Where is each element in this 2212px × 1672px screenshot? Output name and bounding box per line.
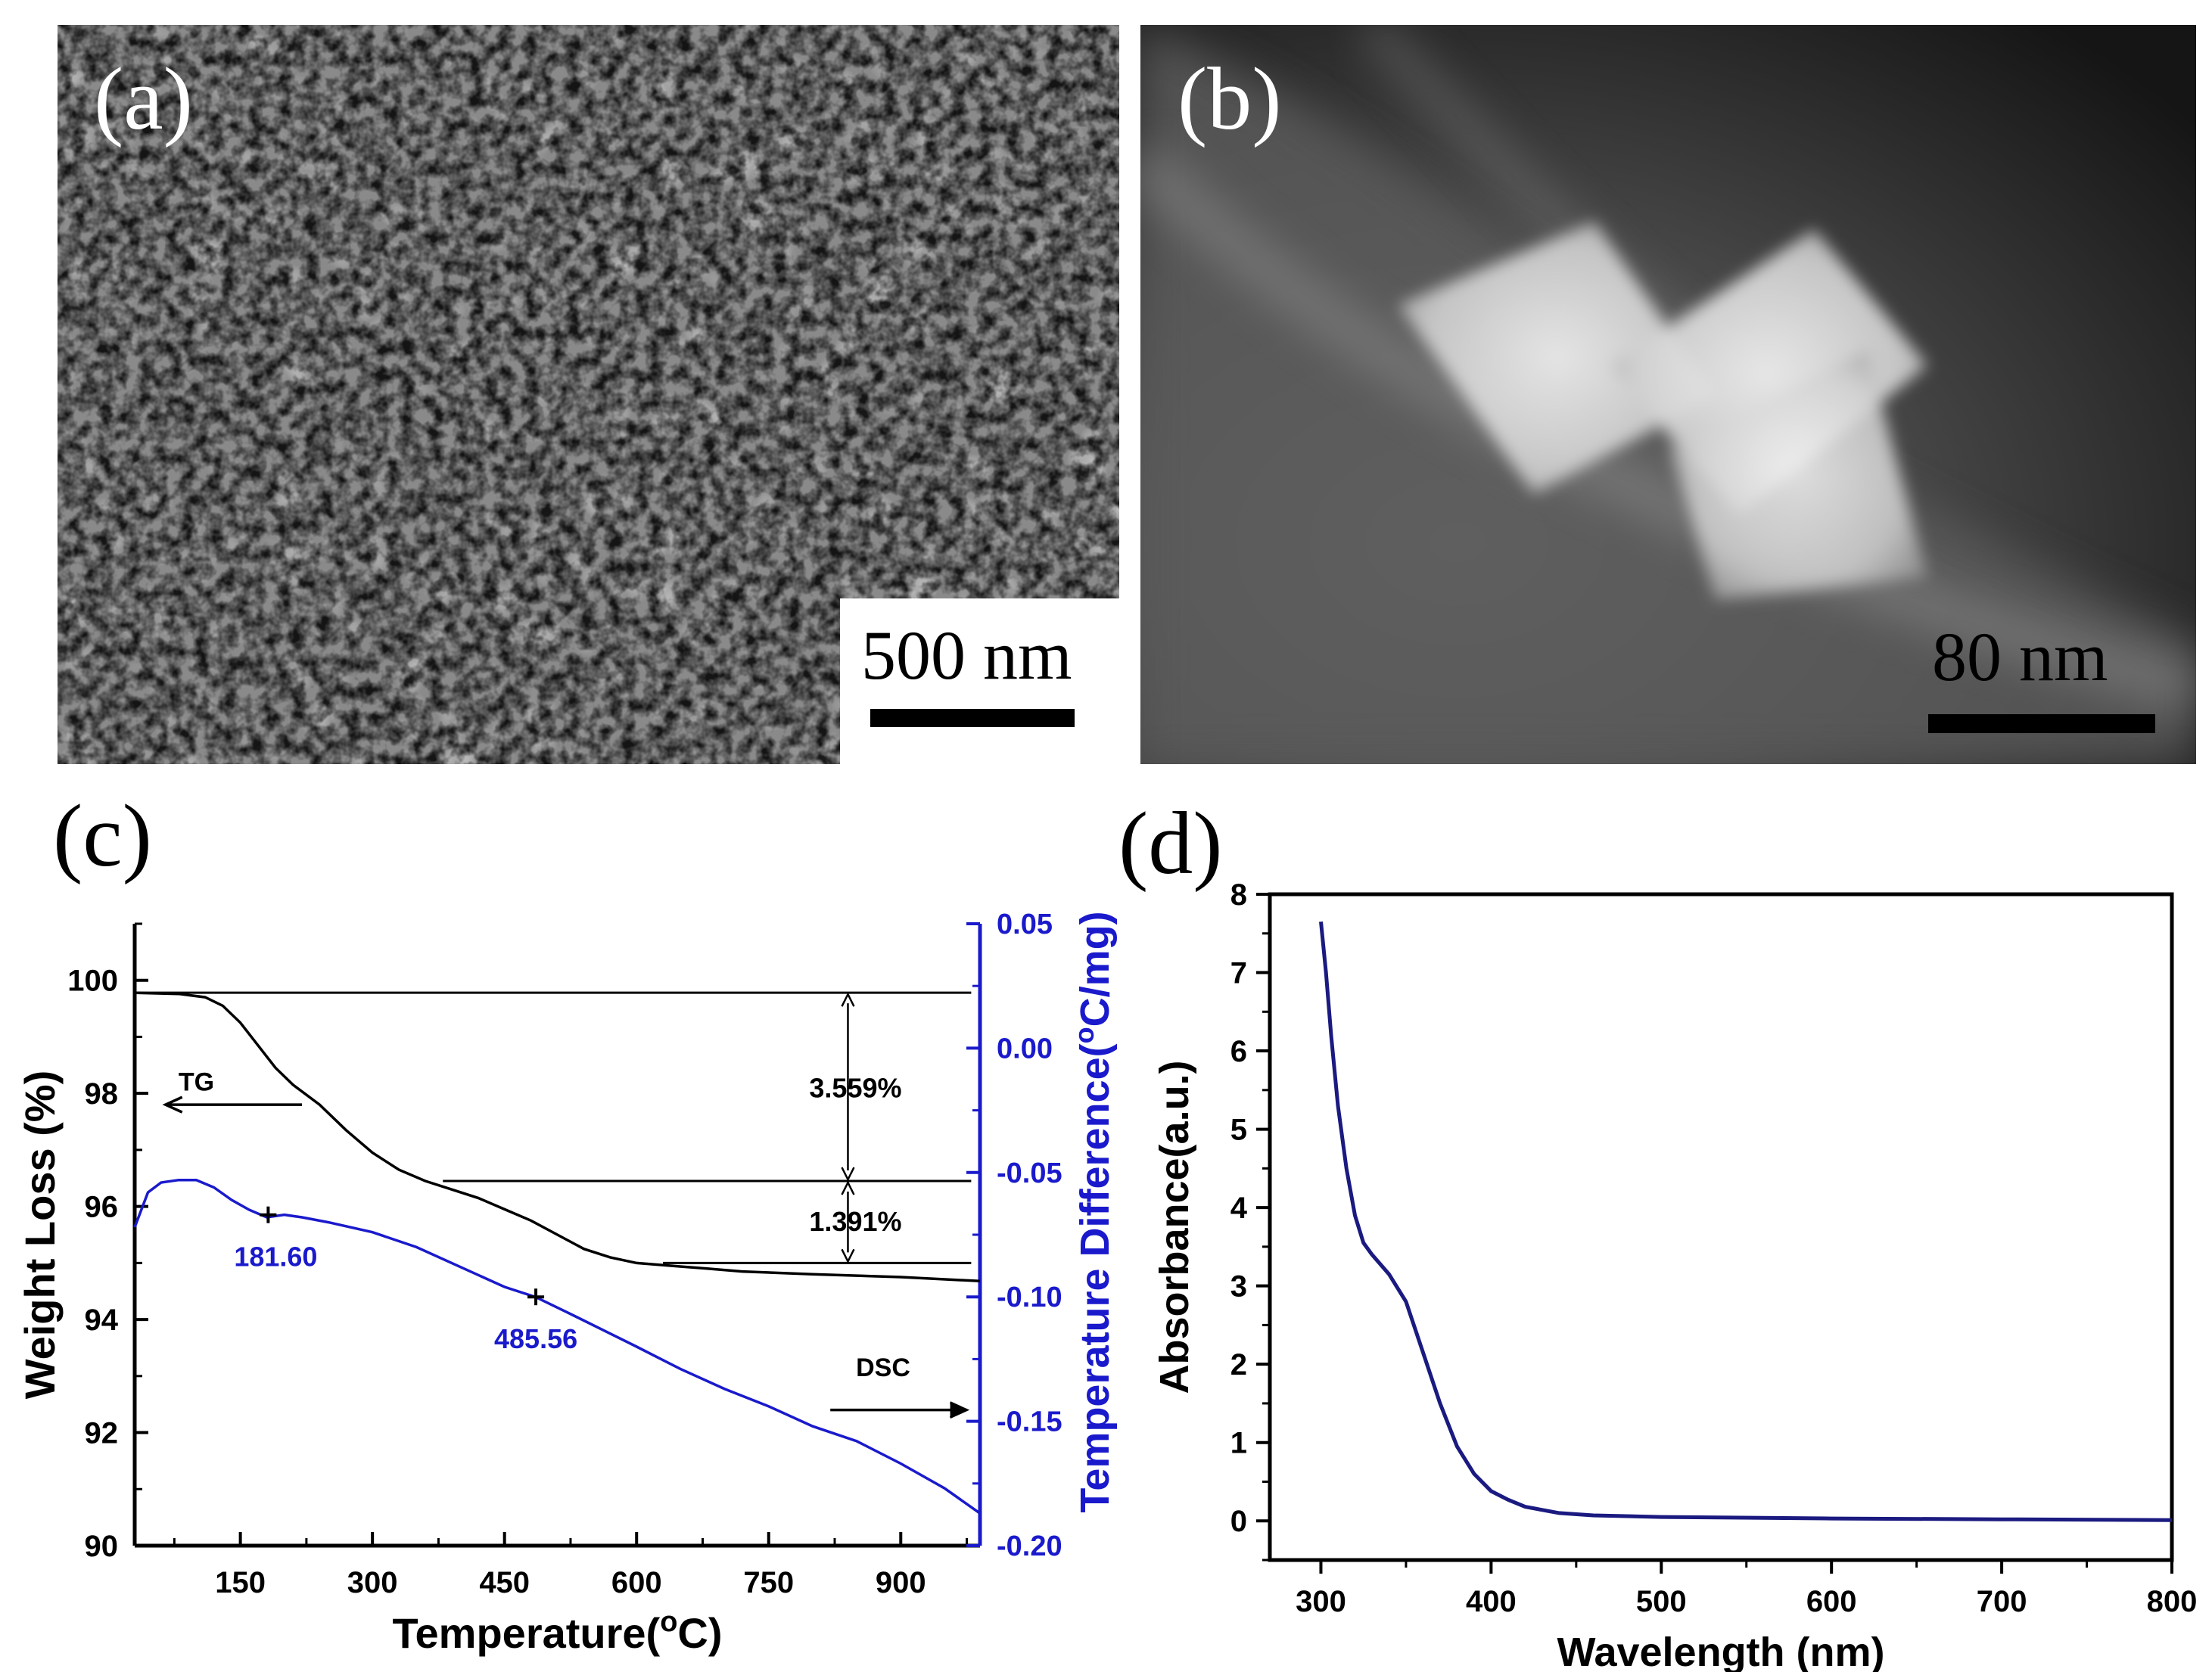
loss2-arrow-head-top <box>841 1180 855 1195</box>
y-tick-label: 98 <box>85 1077 119 1111</box>
y-tick-label: 96 <box>85 1191 119 1224</box>
y-tick-label: 1 <box>1230 1427 1247 1460</box>
y-tick-label: 8 <box>1230 878 1247 912</box>
tg-series-line <box>134 991 981 1283</box>
y2-tick-label: -0.10 <box>997 1282 1062 1313</box>
panel-a-scalebar <box>870 709 1075 727</box>
x-axis-label: Wavelength (nm) <box>1557 1630 1884 1672</box>
panel-c-label: (c) <box>53 786 152 885</box>
x-tick-label: 400 <box>1466 1585 1517 1618</box>
y-tick-label: 2 <box>1230 1348 1247 1381</box>
y-tick-label: 4 <box>1230 1192 1248 1225</box>
x-tick-label: 600 <box>1806 1585 1857 1618</box>
y2-tick-label: -0.20 <box>997 1531 1062 1562</box>
y2-tick-label: 0.00 <box>997 1033 1053 1064</box>
x-tick-label: 600 <box>611 1566 662 1599</box>
absorbance-series-line <box>1319 921 2173 1522</box>
sem-micrograph <box>58 25 1119 764</box>
x-axis-label: Temperature(oC) <box>392 1606 722 1657</box>
loss2-label: 1.391% <box>809 1206 901 1237</box>
x-tick-label: 450 <box>479 1566 530 1599</box>
tem-micrograph <box>1140 25 2196 764</box>
x-tick-label: 900 <box>876 1566 926 1599</box>
y-tick-label: 7 <box>1230 957 1247 990</box>
peak-label-2: 485.56 <box>494 1323 577 1354</box>
x-tick-label: 500 <box>1636 1585 1687 1618</box>
dsc-series-line <box>133 1178 982 1515</box>
loss1-label: 3.559% <box>809 1073 901 1104</box>
peak-label-1: 181.60 <box>234 1242 317 1273</box>
y2-tick-label: -0.15 <box>997 1406 1062 1438</box>
tem-image-panel <box>1140 25 2196 764</box>
tg-arrow-head <box>162 1096 183 1114</box>
x-tick-label: 800 <box>2147 1585 2198 1618</box>
y-tick-label: 3 <box>1230 1270 1247 1304</box>
dsc-arrow-head <box>949 1401 970 1419</box>
sem-image-panel <box>58 25 1119 764</box>
y-tick-label: 5 <box>1230 1114 1247 1147</box>
y-axis-label: Absorbance(a.u.) <box>1152 1060 1197 1394</box>
x-tick-label: 700 <box>1977 1585 2027 1618</box>
y-tick-label: 92 <box>85 1417 119 1450</box>
x-tick-label: 300 <box>1296 1585 1346 1618</box>
x-tick-label: 300 <box>347 1566 398 1599</box>
panel-b-scalebar <box>1928 714 2155 733</box>
y2-tick-label: -0.05 <box>997 1158 1062 1189</box>
dsc-label: DSC <box>856 1353 910 1382</box>
y-tick-label: 0 <box>1230 1505 1247 1538</box>
x-tick-label: 150 <box>215 1566 266 1599</box>
panel-d-label: (d) <box>1118 794 1223 893</box>
panel-a-label: (a) <box>94 49 193 148</box>
y-tick-label: 90 <box>85 1530 119 1563</box>
y-axis-label: Weight Loss (%) <box>16 1071 64 1400</box>
tg-label: TG <box>179 1068 214 1096</box>
y-tick-label: 100 <box>67 965 118 998</box>
panel-a-scalebar-label: 500 nm <box>861 617 1072 694</box>
plot-frame <box>1268 892 2174 1562</box>
panel-b-scalebar-label: 80 nm <box>1932 618 2108 695</box>
y2-tick-label: 0.05 <box>997 909 1053 940</box>
tg-dsc-chart: 150 300 450 600 750 900 90 92 94 96 98 100 0.05 0.00 -… <box>16 909 1118 1657</box>
y-tick-label: 6 <box>1230 1035 1247 1068</box>
loss1-arrow-head-top <box>841 992 855 1007</box>
loss2-arrow-head-bottom <box>841 1248 855 1264</box>
panel-b-label: (b) <box>1178 49 1282 148</box>
y2-axis-label: Temperature Difference(oC/mg) <box>1069 911 1118 1512</box>
x-tick-label: 750 <box>743 1566 794 1599</box>
absorbance-chart: 300 400 500 600 700 800 0 1 2 3 4 5 6 7 8 Wavelength (n… <box>1152 878 2198 1672</box>
y-tick-label: 94 <box>85 1304 119 1337</box>
loss1-arrow-head-bottom <box>841 1167 855 1182</box>
